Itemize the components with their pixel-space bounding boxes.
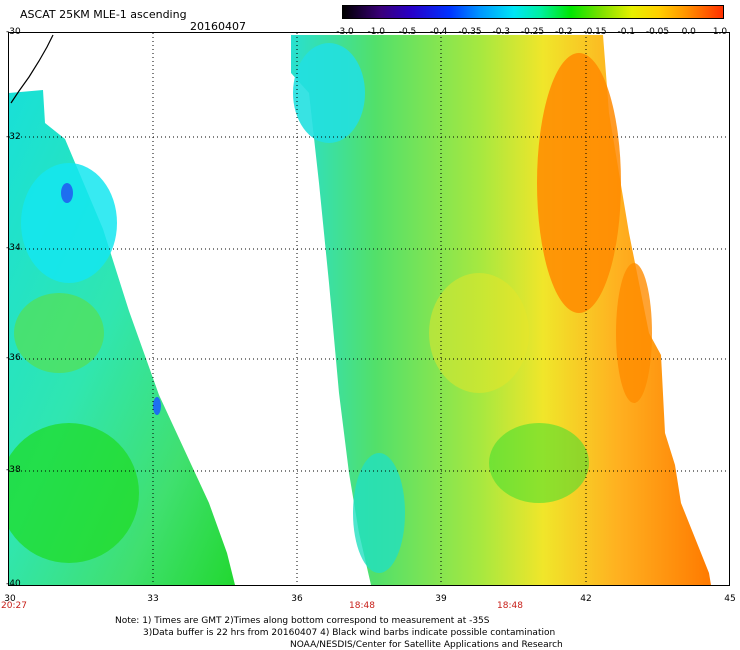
map-canvas (0, 33, 729, 585)
footnote-line-1: Note: 1) Times are GMT 2)Times along bot… (115, 616, 490, 626)
y-tick-label: -40 (6, 579, 21, 589)
x-tick-label: 36 (291, 594, 303, 604)
pass-time-label: 18:48 (497, 601, 523, 611)
x-tick-label: 45 (724, 594, 736, 604)
east-swath-green-patch (489, 423, 589, 503)
y-tick-label: -30 (6, 27, 21, 37)
pass-time-label: 18:48 (349, 601, 375, 611)
lat-lon-grid (9, 33, 729, 585)
east-swath-cyan-patch (353, 453, 405, 573)
y-tick-label: -32 (6, 132, 21, 142)
x-tick-label: 33 (147, 594, 159, 604)
x-tick-label: 30 (4, 594, 16, 604)
east-swath-orange-band (537, 53, 621, 313)
x-tick-label: 39 (435, 594, 447, 604)
coastline (10, 34, 54, 104)
west-swath-cyan-patch (21, 163, 117, 283)
colorbar (342, 5, 724, 19)
footnote-credit: NOAA/NESDIS/Center for Satellite Applica… (290, 640, 563, 650)
product-title: ASCAT 25KM MLE-1 ascending (20, 8, 187, 21)
west-swath-blue-spot (153, 397, 161, 415)
west-swath-green-patch (14, 293, 104, 373)
west-swath-green-patch (0, 423, 139, 563)
east-swath-cyan-patch (293, 43, 365, 143)
y-tick-label: -36 (6, 353, 21, 363)
y-tick-label: -34 (6, 243, 21, 253)
east-swath-yellow-patch (429, 273, 529, 393)
map-plot (0, 32, 730, 586)
x-tick-label: 42 (580, 594, 592, 604)
footnote-line-2: 3)Data buffer is 22 hrs from 20160407 4)… (143, 628, 556, 638)
pass-time-label: 20:27 (1, 601, 27, 611)
product-date: 20160407 (190, 20, 246, 33)
west-swath-blue-spot (61, 183, 73, 203)
y-tick-label: -38 (6, 465, 21, 475)
east-swath-orange-band (616, 263, 652, 403)
